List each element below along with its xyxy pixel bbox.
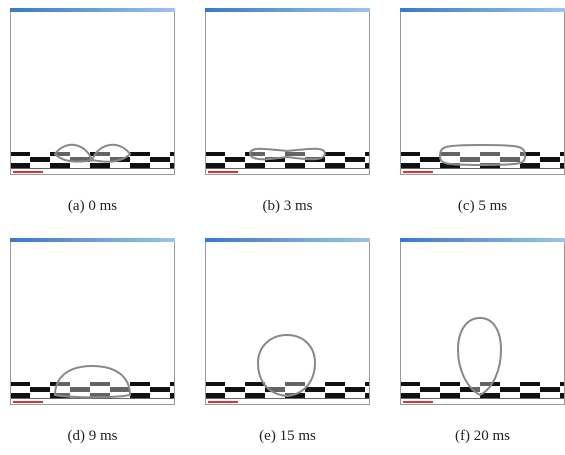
caption: (f) 20 ms [455, 428, 510, 444]
status-text [208, 401, 238, 403]
status-text [13, 171, 43, 173]
panel [10, 8, 175, 175]
status-text [13, 401, 43, 403]
caption: (a) 0 ms [68, 198, 117, 214]
panel [205, 238, 370, 405]
panel [400, 8, 565, 175]
droplet [440, 145, 525, 165]
window-titlebar [205, 238, 370, 242]
caption: (e) 15 ms [259, 428, 316, 444]
caption: (c) 5 ms [458, 198, 507, 214]
window-titlebar [10, 8, 175, 12]
window-titlebar [400, 238, 565, 242]
status-text [403, 171, 433, 173]
caption: (d) 9 ms [68, 428, 118, 444]
panel [205, 8, 370, 175]
droplet [258, 335, 315, 396]
window-titlebar [400, 8, 565, 12]
status-text [208, 171, 238, 173]
window-titlebar [10, 238, 175, 242]
panel [400, 238, 565, 405]
panel-frame [206, 9, 370, 175]
figure: (a) 0 ms (b) 3 ms (c) 5 ms (d) 9 ms (e) 15 m… [0, 0, 565, 455]
panel-frame [11, 9, 175, 175]
window-titlebar [205, 8, 370, 12]
panel [10, 238, 175, 405]
page: (a) 0 ms (b) 3 ms (c) 5 ms (d) 9 ms (e) 15 m… [0, 0, 565, 455]
droplet [250, 149, 325, 160]
status-text [403, 401, 433, 403]
caption: (b) 3 ms [263, 198, 313, 214]
